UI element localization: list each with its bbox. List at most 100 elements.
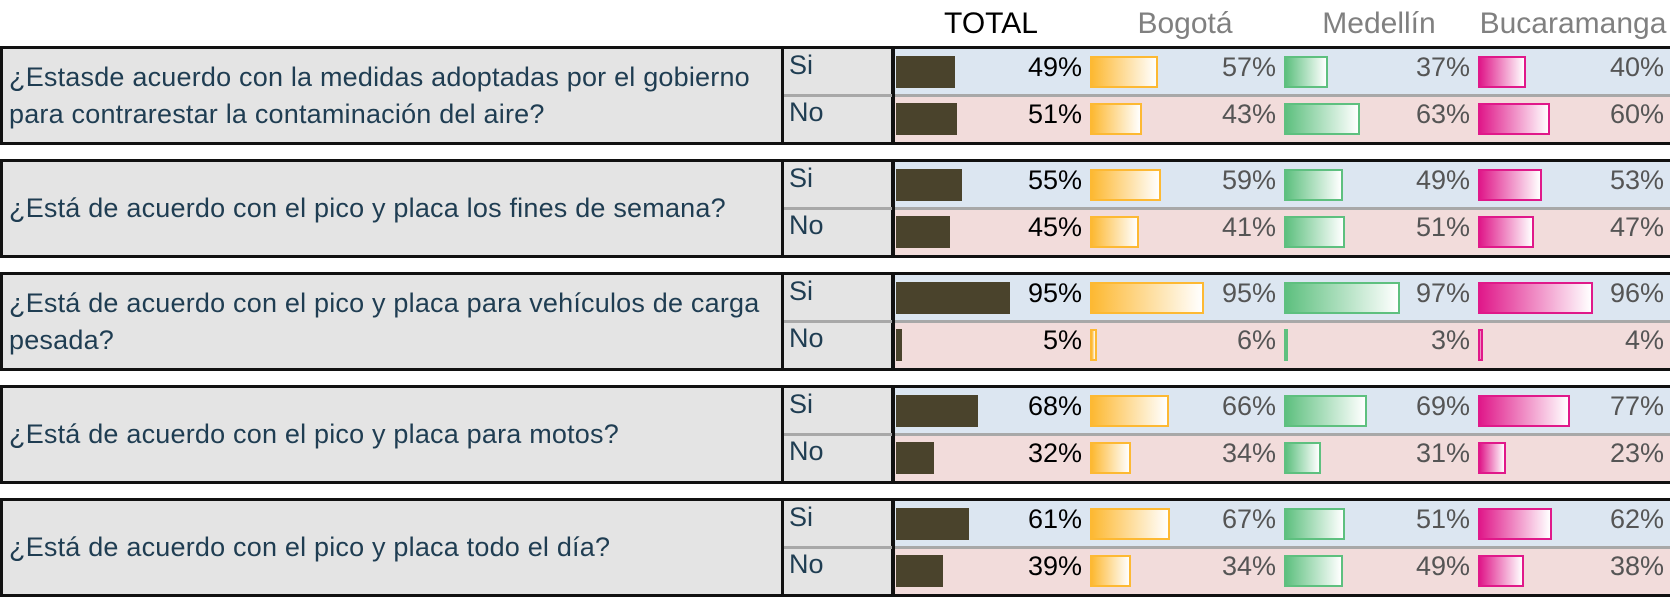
medellin-bar bbox=[1284, 555, 1343, 587]
bogota-percent-label: 43% bbox=[1221, 99, 1276, 129]
bogota-bar bbox=[1090, 555, 1131, 587]
bucaramanga-cell: 23% bbox=[1476, 435, 1670, 481]
row-separator bbox=[784, 207, 1670, 210]
medellin-bar bbox=[1284, 442, 1322, 474]
total-percent-label: 95% bbox=[1027, 278, 1082, 308]
answer-cell: No bbox=[784, 96, 894, 142]
bucaramanga-percent-label: 23% bbox=[1609, 438, 1664, 468]
row-separator bbox=[784, 94, 1670, 97]
total-percent-label: 55% bbox=[1027, 165, 1082, 195]
answer-cell: Si bbox=[784, 162, 894, 208]
question-cell: ¿Estasde acuerdo con la medidas adoptada… bbox=[0, 49, 784, 142]
medellin-percent-label: 51% bbox=[1415, 504, 1470, 534]
total-cell: 95% bbox=[894, 275, 1088, 321]
column-divider bbox=[892, 275, 895, 368]
no-bar-row: 32% 34% 31% 23% bbox=[894, 435, 1670, 481]
bogota-percent-label: 41% bbox=[1221, 212, 1276, 242]
total-bar bbox=[896, 442, 935, 474]
answer-label: Si bbox=[789, 276, 814, 306]
total-percent-label: 51% bbox=[1027, 99, 1082, 129]
answer-label: No bbox=[789, 210, 824, 240]
question-section: ¿Estasde acuerdo con la medidas adoptada… bbox=[0, 46, 1670, 145]
answer-cell: Si bbox=[784, 501, 894, 547]
answer-label: Si bbox=[789, 502, 814, 532]
bogota-cell: 34% bbox=[1088, 548, 1282, 594]
bogota-cell: 6% bbox=[1088, 322, 1282, 368]
bucaramanga-cell: 53% bbox=[1476, 162, 1670, 208]
bucaramanga-bar bbox=[1478, 555, 1524, 587]
question-cell: ¿Está de acuerdo con el pico y placa tod… bbox=[0, 501, 784, 594]
medellin-cell: 63% bbox=[1282, 96, 1476, 142]
answer-cell: No bbox=[784, 435, 894, 481]
medellin-percent-label: 51% bbox=[1415, 212, 1470, 242]
total-cell: 55% bbox=[894, 162, 1088, 208]
question-section: ¿Está de acuerdo con el pico y placa par… bbox=[0, 272, 1670, 371]
bogota-percent-label: 95% bbox=[1221, 278, 1276, 308]
bucaramanga-cell: 4% bbox=[1476, 322, 1670, 368]
bucaramanga-cell: 62% bbox=[1476, 501, 1670, 547]
bucaramanga-cell: 40% bbox=[1476, 49, 1670, 95]
bogota-cell: 95% bbox=[1088, 275, 1282, 321]
answer-label: No bbox=[789, 436, 824, 466]
total-bar bbox=[896, 508, 970, 540]
total-bar bbox=[896, 329, 902, 361]
total-percent-label: 32% bbox=[1027, 438, 1082, 468]
column-divider bbox=[892, 388, 895, 481]
bogota-percent-label: 57% bbox=[1221, 52, 1276, 82]
total-cell: 45% bbox=[894, 209, 1088, 255]
medellin-cell: 49% bbox=[1282, 548, 1476, 594]
medellin-percent-label: 49% bbox=[1415, 165, 1470, 195]
total-bar bbox=[896, 169, 962, 201]
row-separator bbox=[784, 546, 1670, 549]
bucaramanga-percent-label: 60% bbox=[1609, 99, 1664, 129]
total-cell: 68% bbox=[894, 388, 1088, 434]
bucaramanga-bar bbox=[1478, 395, 1571, 427]
medellin-bar bbox=[1284, 103, 1360, 135]
si-bar-row: 68% 66% 69% 77% bbox=[894, 388, 1670, 434]
total-cell: 39% bbox=[894, 548, 1088, 594]
question-section: ¿Está de acuerdo con el pico y placa los… bbox=[0, 159, 1670, 258]
bogota-percent-label: 6% bbox=[1236, 325, 1276, 355]
medellin-percent-label: 37% bbox=[1415, 52, 1470, 82]
total-bar bbox=[896, 103, 958, 135]
bucaramanga-cell: 96% bbox=[1476, 275, 1670, 321]
medellin-bar bbox=[1284, 395, 1367, 427]
answer-cell: No bbox=[784, 548, 894, 594]
medellin-bar bbox=[1284, 216, 1346, 248]
question-text: ¿Estasde acuerdo con la medidas adoptada… bbox=[9, 61, 750, 129]
medellin-bar bbox=[1284, 329, 1288, 361]
bogota-cell: 34% bbox=[1088, 435, 1282, 481]
medellin-bar bbox=[1284, 169, 1343, 201]
bogota-bar bbox=[1090, 56, 1159, 88]
question-text: ¿Está de acuerdo con el pico y placa tod… bbox=[9, 532, 611, 562]
medellin-cell: 51% bbox=[1282, 501, 1476, 547]
bogota-bar bbox=[1090, 216, 1140, 248]
bogota-bar bbox=[1090, 169, 1161, 201]
answer-cell: Si bbox=[784, 49, 894, 95]
medellin-percent-label: 69% bbox=[1415, 391, 1470, 421]
total-bar bbox=[896, 395, 978, 427]
bucaramanga-percent-label: 40% bbox=[1609, 52, 1664, 82]
bogota-bar bbox=[1090, 442, 1131, 474]
row-separator bbox=[784, 320, 1670, 323]
medellin-cell: 3% bbox=[1282, 322, 1476, 368]
medellin-cell: 69% bbox=[1282, 388, 1476, 434]
question-section: ¿Está de acuerdo con el pico y placa par… bbox=[0, 385, 1670, 484]
bucaramanga-bar bbox=[1478, 169, 1542, 201]
total-percent-label: 45% bbox=[1027, 212, 1082, 242]
answer-cell: Si bbox=[784, 388, 894, 434]
medellin-percent-label: 3% bbox=[1430, 325, 1470, 355]
medellin-cell: 31% bbox=[1282, 435, 1476, 481]
question-text: ¿Está de acuerdo con el pico y placa par… bbox=[9, 287, 760, 355]
bogota-percent-label: 34% bbox=[1221, 438, 1276, 468]
question-text: ¿Está de acuerdo con el pico y placa los… bbox=[9, 193, 726, 223]
bucaramanga-bar bbox=[1478, 442, 1506, 474]
header-bucaramanga: Bucaramanga bbox=[1479, 7, 1667, 40]
header-medellin: Medellín bbox=[1322, 7, 1436, 40]
column-divider bbox=[892, 49, 895, 142]
medellin-cell: 97% bbox=[1282, 275, 1476, 321]
bogota-percent-label: 34% bbox=[1221, 551, 1276, 581]
bogota-bar bbox=[1090, 282, 1204, 314]
bucaramanga-percent-label: 4% bbox=[1624, 325, 1664, 355]
bucaramanga-bar bbox=[1478, 103, 1550, 135]
